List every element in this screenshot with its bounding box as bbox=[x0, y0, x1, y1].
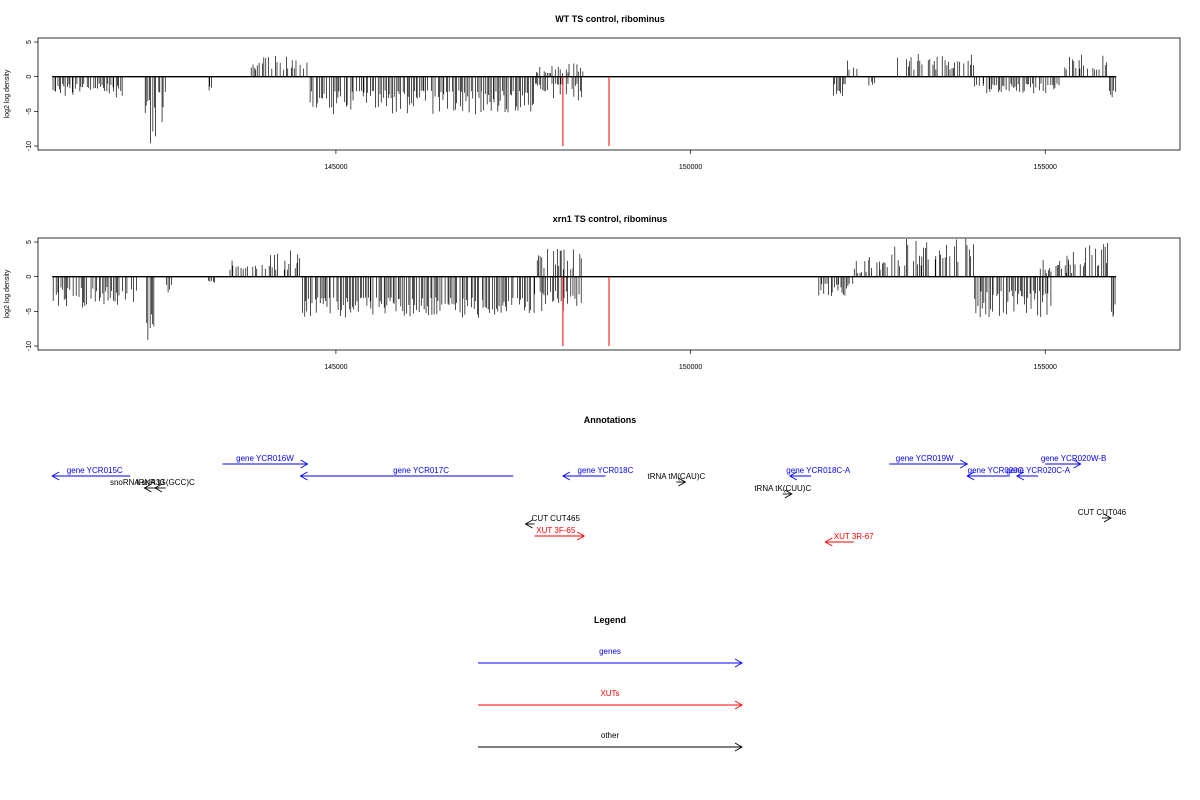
legend-label: other bbox=[601, 731, 620, 740]
annotation-label: gene YCR015C bbox=[67, 466, 123, 475]
annotation-label: CUT CUT046 bbox=[1078, 508, 1127, 517]
annotation-arrow-head bbox=[299, 471, 308, 481]
y-tick-label: -10 bbox=[26, 141, 33, 151]
y-tick-label: 5 bbox=[26, 240, 33, 244]
annotation-label: gene YCR017C bbox=[393, 466, 449, 475]
track-panel-wt: WT TS control, ribominus log2 log density… bbox=[4, 14, 1181, 171]
annotation-label: gene YCR020C-A bbox=[1006, 466, 1071, 475]
annotation-label: gene YCR018C bbox=[578, 466, 634, 475]
y-tick-label: -5 bbox=[26, 108, 33, 114]
y-tick-label: 5 bbox=[26, 40, 33, 44]
x-tick-label: 155000 bbox=[1034, 164, 1057, 171]
legend-arrow-head bbox=[734, 658, 743, 668]
annotation-arrow-head bbox=[524, 519, 533, 529]
legend-label: genes bbox=[599, 647, 621, 656]
annotation-arrow-head bbox=[561, 471, 571, 481]
annotations-title: Annotations bbox=[584, 415, 637, 425]
annotation-arrow-head bbox=[966, 471, 975, 481]
x-tick-label: 145000 bbox=[324, 164, 347, 171]
annotation-arrow-head bbox=[824, 537, 833, 547]
annotation-arrow-head bbox=[678, 477, 687, 487]
annotation-label: tRNA tM(CAU)C bbox=[647, 472, 705, 481]
annotation-label: gene YCR019W bbox=[896, 454, 954, 463]
x-tick-label: 150000 bbox=[679, 364, 702, 371]
annotation-label: tRNA tG(GCC)C bbox=[137, 478, 195, 487]
annotation-arrow-head bbox=[51, 471, 60, 481]
y-tick-label: 0 bbox=[26, 275, 33, 279]
y-axis-label: log2 log density bbox=[4, 69, 11, 118]
annotation-label: gene YCR020C bbox=[968, 466, 1024, 475]
annotation-label: XUT 3F-65 bbox=[536, 526, 576, 535]
annotation-arrow-head bbox=[1015, 471, 1025, 481]
x-tick-label: 145000 bbox=[324, 364, 347, 371]
annotation-label: tRNA tK(CUU)C bbox=[754, 484, 811, 493]
annotation-label: XUT 3R-67 bbox=[834, 532, 874, 541]
x-tick-label: 155000 bbox=[1034, 364, 1057, 371]
annotation-arrow-head bbox=[788, 471, 798, 481]
annotation-arrow-head bbox=[1103, 513, 1112, 523]
y-tick-label: -5 bbox=[26, 308, 33, 314]
annotation-label: snoRNA snR33 bbox=[110, 478, 165, 487]
plot-frame bbox=[37, 237, 1181, 351]
legend-arrow-head bbox=[734, 700, 743, 710]
x-tick-label: 150000 bbox=[679, 164, 702, 171]
annotation-arrow-head bbox=[784, 489, 793, 499]
annotation-arrow-head bbox=[576, 531, 586, 541]
chart-title: WT TS control, ribominus bbox=[555, 14, 665, 24]
track-panel-xrn1: xrn1 TS control, ribominus log2 log densi… bbox=[4, 214, 1181, 371]
y-axis-label: log2 log density bbox=[4, 269, 11, 318]
legend-arrow-head bbox=[734, 742, 743, 752]
legend-label: XUTs bbox=[600, 689, 619, 698]
y-tick-label: 0 bbox=[26, 75, 33, 79]
annotation-arrow-head bbox=[959, 459, 969, 469]
annotation-label: gene YCR016W bbox=[236, 454, 294, 463]
annotation-arrow-head bbox=[300, 459, 309, 469]
annotations-track: gene YCR015C gene YCR016W gene YCR017C gene… bbox=[51, 454, 1127, 547]
legend-title: Legend bbox=[594, 615, 626, 625]
annotation-label: gene YCR020W-B bbox=[1041, 454, 1107, 463]
chart-title: xrn1 TS control, ribominus bbox=[553, 214, 668, 224]
y-tick-label: -10 bbox=[26, 341, 33, 351]
annotation-label: CUT CUT465 bbox=[532, 514, 581, 523]
annotation-arrow-head bbox=[143, 483, 152, 493]
plot-frame bbox=[37, 37, 1181, 151]
annotation-label: gene YCR018C-A bbox=[786, 466, 851, 475]
legend: genes XUTs other bbox=[478, 647, 743, 752]
annotation-arrow-head bbox=[1073, 459, 1082, 469]
